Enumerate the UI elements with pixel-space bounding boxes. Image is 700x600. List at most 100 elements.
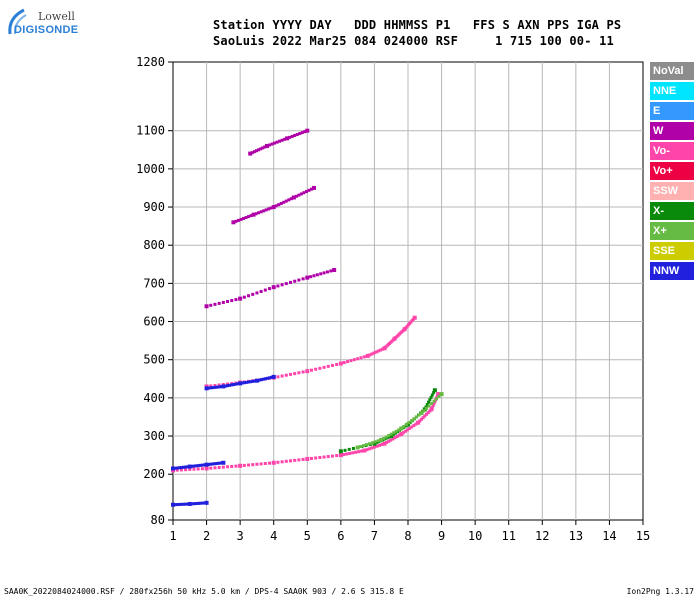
echo-pixel	[242, 381, 246, 385]
echo-pixel	[283, 137, 287, 141]
echo-point	[204, 462, 209, 467]
echo-pixel	[330, 454, 334, 458]
echo-pixel	[368, 353, 372, 357]
echo-pixel	[391, 437, 395, 441]
echo-point	[254, 378, 259, 383]
echo-pixel	[288, 135, 292, 139]
echo-pixel	[354, 450, 358, 454]
echo-pixel	[423, 414, 427, 418]
echo-pixel	[377, 443, 381, 447]
y-tick-label: 200	[143, 467, 165, 481]
echo-pixel	[264, 208, 268, 212]
echo-pixel	[268, 287, 272, 291]
echo-point	[389, 434, 394, 439]
echo-point	[305, 456, 310, 461]
echo-pixel	[284, 459, 288, 463]
echo-pixel	[282, 200, 286, 204]
echo-pixel	[419, 417, 423, 421]
echo-pixel	[259, 210, 263, 214]
echo-pixel	[213, 302, 217, 306]
echo-pixel	[319, 272, 323, 276]
echo-pixel	[362, 444, 366, 448]
echo-pixel	[435, 397, 439, 401]
echo-pixel	[380, 443, 384, 447]
echo-point	[271, 205, 276, 210]
echo-pixel	[232, 383, 236, 387]
echo-pixel	[418, 419, 422, 423]
echo-pixel	[307, 188, 311, 192]
echo-point	[382, 441, 387, 446]
echo-pixel	[217, 385, 221, 389]
footer-metadata: SAA0K_2022084024000.RSF / 280fx256h 50 k…	[4, 587, 404, 596]
echo-point	[372, 441, 377, 446]
echo-point	[291, 195, 296, 200]
echo-point	[305, 275, 310, 280]
echo-pixel	[346, 360, 350, 364]
echo-pixel	[380, 347, 384, 351]
echo-pixel	[190, 502, 194, 506]
echo-pixel	[295, 133, 299, 137]
echo-pixel	[284, 199, 288, 203]
y-tick-label: 300	[143, 429, 165, 443]
echo-pixel	[335, 454, 339, 458]
echo-pixel	[259, 462, 263, 466]
echo-pixel	[298, 132, 302, 136]
echo-pixel	[202, 463, 206, 467]
echo-pixel	[309, 456, 313, 460]
echo-pixel	[410, 425, 414, 429]
echo-pixel	[257, 148, 261, 152]
x-tick-label: 12	[535, 529, 549, 543]
echo-pixel	[244, 216, 248, 220]
echo-pixel	[228, 383, 232, 387]
echo-pixel	[202, 501, 206, 505]
echo-pixel	[391, 338, 395, 342]
echo-pixel	[382, 436, 386, 440]
echo-pixel	[268, 376, 272, 380]
echo-pixel	[401, 431, 405, 435]
echo-pixel	[259, 147, 263, 151]
echo-pixel	[261, 377, 265, 381]
echo-pixel	[190, 464, 194, 468]
echo-pixel	[230, 383, 234, 387]
echo-pixel	[430, 402, 433, 406]
echo-pixel	[247, 294, 251, 298]
echo-point	[406, 422, 410, 427]
legend-item-x-minus: X-	[650, 202, 694, 220]
grid-lines	[173, 62, 643, 520]
legend-item-ssw: SSW	[650, 182, 694, 200]
echo-point	[305, 369, 310, 374]
x-tick-label: 14	[602, 529, 616, 543]
echo-pixel	[414, 422, 418, 426]
echo-pixel	[249, 380, 253, 384]
y-tick-label: 500	[143, 353, 165, 367]
echo-pixel	[270, 142, 274, 146]
echo-point	[221, 460, 226, 465]
echo-pixel	[430, 393, 434, 397]
echo-pixel	[389, 438, 393, 442]
echo-pixel	[412, 424, 416, 428]
echo-pixel	[428, 398, 432, 402]
echo-pixel	[198, 501, 202, 505]
echo-pixel	[389, 432, 393, 436]
echo-pixel	[425, 403, 429, 407]
echo-pixel	[278, 139, 282, 143]
echo-pixel	[293, 458, 297, 462]
echo-pixel	[230, 464, 234, 468]
echo-pixel	[326, 455, 330, 459]
echo-point	[338, 449, 343, 454]
echo-pixel	[177, 502, 181, 506]
echo-pixel	[362, 355, 366, 359]
echo-pixel	[280, 138, 284, 142]
echo-pixel	[284, 282, 288, 286]
echo-pixel	[325, 270, 329, 274]
echo-pixel	[384, 435, 388, 439]
echo-pixel	[226, 465, 230, 469]
echo-pixel	[370, 352, 374, 356]
echo-pixel	[221, 465, 225, 469]
echo-pixel	[247, 463, 251, 467]
echo-pixel	[239, 217, 243, 221]
echo-point	[231, 220, 236, 225]
echo-point	[338, 361, 343, 366]
echo-pixel	[255, 291, 259, 295]
